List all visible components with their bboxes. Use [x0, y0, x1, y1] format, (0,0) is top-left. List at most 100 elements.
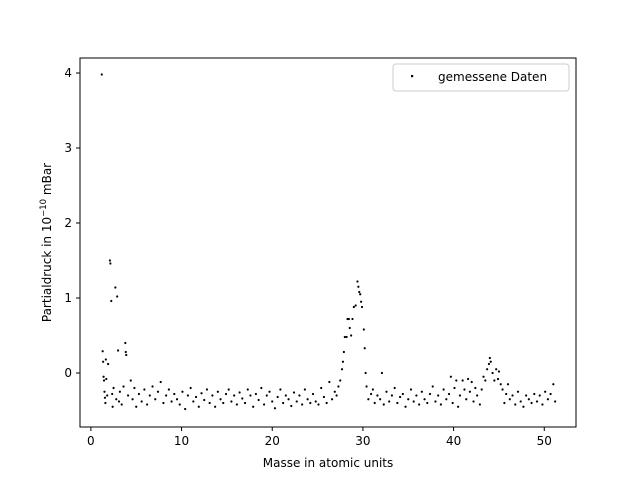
- data-point: [501, 388, 504, 391]
- data-point: [118, 390, 121, 393]
- data-point: [371, 388, 374, 391]
- data-point: [552, 383, 555, 386]
- data-point: [146, 403, 149, 406]
- data-point: [290, 404, 293, 408]
- data-point: [101, 350, 104, 353]
- data-point: [514, 403, 517, 406]
- data-point: [314, 400, 317, 403]
- data-point: [282, 401, 285, 405]
- y-axis-label-main: Partialdruck in 10: [40, 217, 54, 322]
- data-point: [167, 388, 170, 391]
- y-axis-label-unit: mBar: [40, 163, 54, 199]
- data-point: [178, 403, 181, 406]
- data-point: [497, 370, 501, 373]
- data-point: [445, 398, 448, 401]
- x-axis-label: Masse in atomic units: [263, 456, 394, 470]
- data-point: [470, 380, 473, 384]
- data-point: [317, 403, 320, 406]
- data-point: [110, 299, 113, 303]
- data-point: [252, 405, 255, 408]
- data-point: [181, 390, 184, 393]
- data-point: [503, 401, 506, 405]
- x-tick-label: 0: [87, 434, 95, 448]
- data-point: [230, 400, 233, 403]
- data-point: [495, 368, 498, 371]
- data-point: [453, 386, 456, 390]
- data-point: [129, 379, 132, 382]
- data-point: [303, 388, 306, 391]
- data-point: [404, 405, 407, 408]
- data-point: [352, 305, 355, 309]
- data-point: [120, 403, 123, 406]
- plot-area: [79, 57, 577, 428]
- legend-box: [392, 63, 570, 92]
- data-point: [482, 375, 485, 378]
- data-point: [364, 371, 367, 375]
- data-point: [549, 392, 552, 396]
- data-point: [246, 388, 249, 391]
- data-point: [437, 394, 440, 397]
- data-point: [431, 385, 434, 388]
- data-point: [320, 386, 323, 390]
- x-tick-label: 10: [174, 434, 189, 448]
- data-point: [233, 394, 236, 397]
- data-point: [271, 400, 274, 403]
- data-point: [109, 262, 112, 265]
- data-point: [516, 390, 520, 393]
- data-point: [137, 392, 141, 396]
- y-axis-ticks: 0 1 2 3 4: [64, 66, 80, 380]
- data-point: [114, 286, 117, 289]
- data-point: [322, 395, 326, 399]
- data-point: [357, 285, 360, 288]
- data-point: [243, 401, 247, 405]
- data-point: [415, 394, 418, 397]
- data-point: [369, 392, 373, 396]
- data-point: [295, 400, 298, 403]
- data-point: [358, 290, 361, 294]
- data-point: [214, 405, 217, 408]
- data-point: [249, 394, 252, 397]
- data-point: [106, 394, 109, 397]
- data-point: [325, 401, 328, 405]
- data-point: [224, 392, 228, 396]
- data-point: [260, 386, 263, 390]
- data-point: [360, 300, 363, 303]
- data-points: [100, 73, 557, 411]
- data-point: [279, 388, 282, 391]
- data-point: [159, 380, 162, 384]
- data-point: [546, 398, 549, 401]
- data-point: [434, 400, 437, 403]
- data-point: [273, 407, 277, 410]
- data-point: [284, 394, 287, 397]
- data-point: [360, 305, 364, 309]
- data-point: [423, 398, 426, 401]
- data-point: [254, 392, 258, 396]
- data-point: [379, 398, 382, 401]
- y-tick-label: 3: [64, 141, 72, 155]
- data-point: [511, 394, 514, 397]
- data-point: [328, 380, 331, 384]
- data-point: [170, 400, 173, 403]
- data-point: [154, 398, 157, 401]
- data-point: [227, 388, 230, 391]
- data-point: [105, 377, 108, 381]
- data-point: [457, 405, 460, 408]
- data-point: [135, 405, 138, 408]
- data-point: [262, 403, 266, 406]
- data-point: [458, 394, 462, 397]
- data-point: [398, 395, 402, 399]
- data-point: [306, 398, 309, 401]
- data-point: [208, 401, 211, 405]
- data-point: [111, 392, 114, 396]
- data-point: [100, 73, 103, 76]
- data-point: [541, 403, 544, 406]
- data-point: [348, 326, 351, 330]
- data-point: [257, 398, 260, 402]
- data-point: [350, 334, 353, 337]
- data-point: [103, 390, 106, 393]
- data-point: [487, 362, 491, 366]
- data-point: [480, 388, 483, 391]
- data-point: [363, 347, 366, 350]
- data-point: [496, 377, 500, 381]
- data-point: [486, 368, 489, 371]
